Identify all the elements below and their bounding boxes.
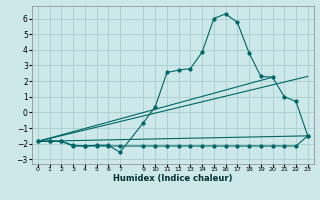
X-axis label: Humidex (Indice chaleur): Humidex (Indice chaleur)	[113, 174, 233, 183]
